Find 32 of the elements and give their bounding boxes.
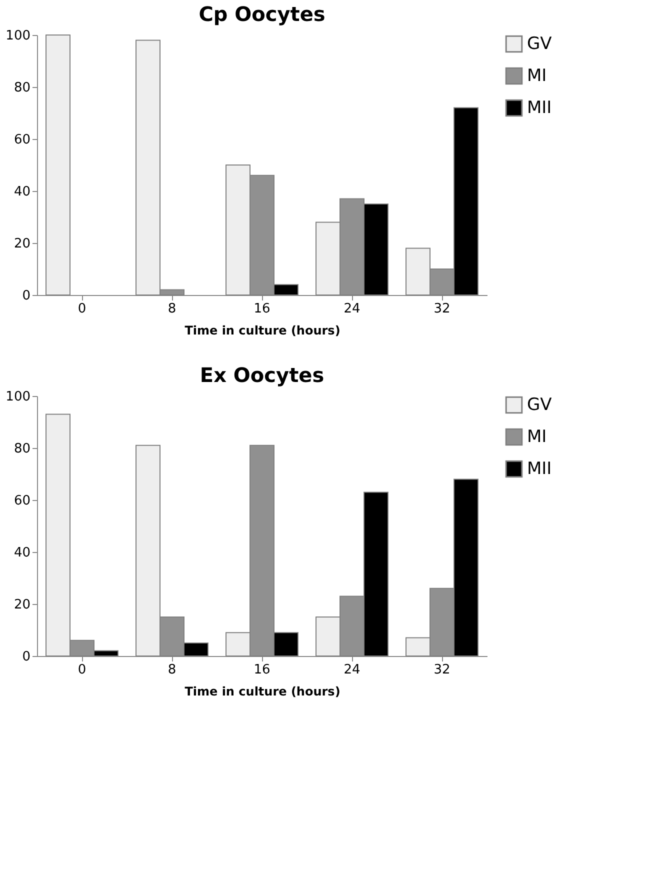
chart-title: Cp Oocytes <box>198 2 326 26</box>
legend-label: GV <box>527 34 552 54</box>
x-tick-label: 8 <box>168 662 176 678</box>
x-tick-label: 16 <box>254 662 270 678</box>
legend-label: MII <box>527 459 552 479</box>
y-tick-label: 40 <box>14 546 30 560</box>
y-tick-label: 100 <box>6 390 30 404</box>
x-tick-label: 32 <box>434 662 450 678</box>
y-tick-label: 80 <box>14 80 30 96</box>
legend-label: GV <box>527 395 552 415</box>
x-axis-title: Time in culture (hours) <box>184 684 340 698</box>
legend-label: MI <box>527 66 547 86</box>
chart-title: Ex Oocytes <box>200 363 324 387</box>
x-tick-label: 24 <box>344 662 360 678</box>
x-tick-label: 24 <box>344 302 360 316</box>
y-tick-label: 0 <box>22 650 30 664</box>
x-tick-label: 32 <box>434 302 450 316</box>
y-tick-label: 80 <box>14 442 30 456</box>
y-tick-label: 20 <box>14 598 30 612</box>
x-axis-title: Time in culture (hours) <box>184 324 340 338</box>
x-tick-label: 8 <box>168 302 176 316</box>
legend-label: MI <box>527 427 547 447</box>
x-tick-label: 0 <box>78 662 86 678</box>
y-tick-label: 0 <box>22 288 30 304</box>
y-tick-label: 60 <box>14 132 30 148</box>
x-tick-label: 0 <box>78 302 86 316</box>
y-tick-label: 20 <box>14 236 30 252</box>
y-tick-label: 40 <box>14 184 30 200</box>
y-tick-label: 60 <box>14 494 30 508</box>
legend-label: MII <box>527 98 552 118</box>
x-tick-label: 16 <box>254 302 270 316</box>
y-tick-label: 100 <box>6 28 30 44</box>
